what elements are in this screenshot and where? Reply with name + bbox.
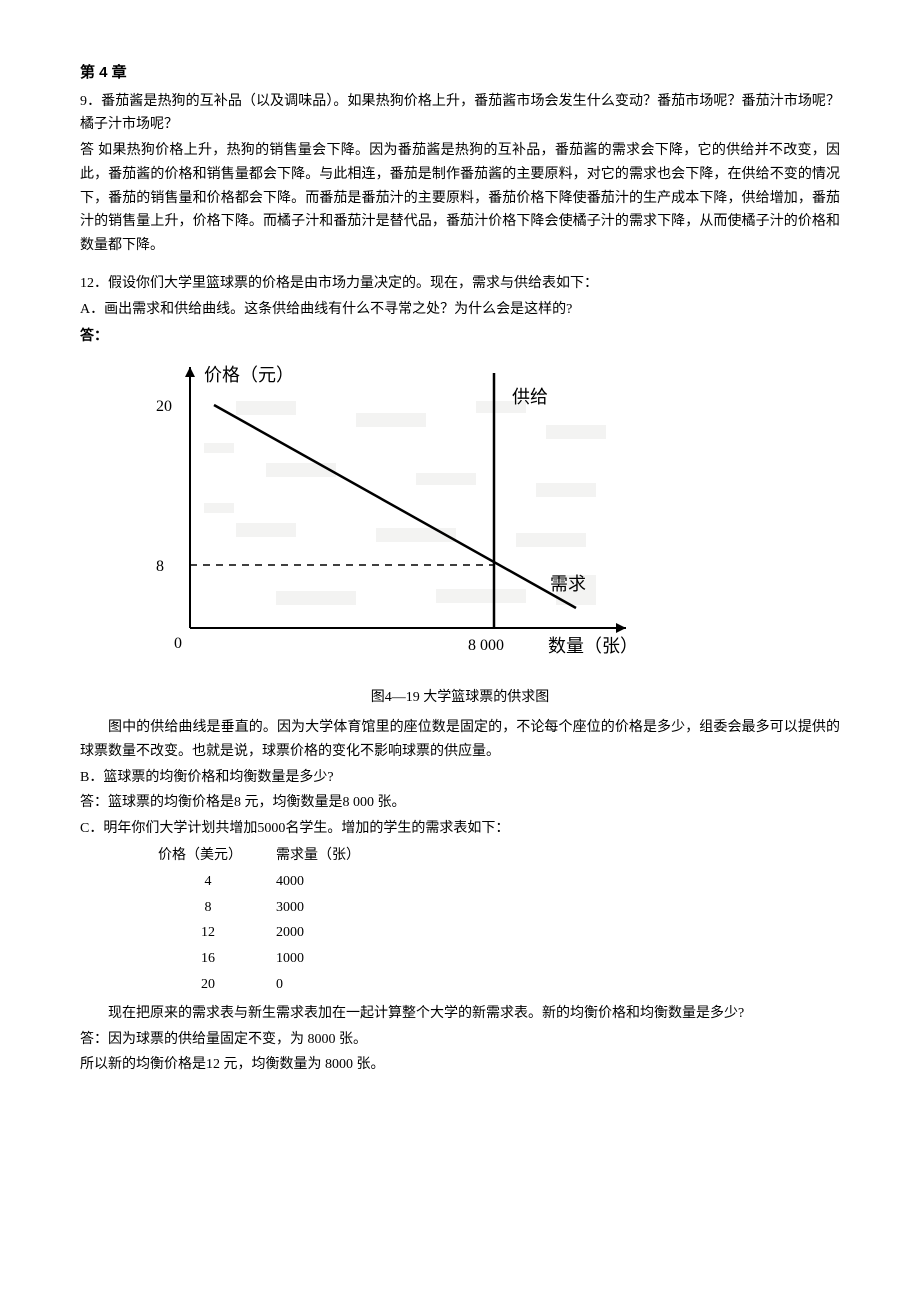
cell-price: 20 [158, 972, 276, 998]
q12-C-ans1-text: 因为球票的供给量固定不变，为 8000 张。 [108, 1032, 367, 1047]
svg-text:数量（张）: 数量（张） [548, 636, 636, 656]
table-row: 161000 [158, 946, 378, 972]
svg-text:0: 0 [174, 635, 182, 652]
q12-B-answer-text: 篮球票的均衡价格是8 元，均衡数量是8 000 张。 [108, 795, 406, 810]
chapter-title: 第 4 章 [80, 60, 840, 86]
q12-A-answer: 图中的供给曲线是垂直的。因为大学体育馆里的座位数是固定的，不论每个座位的价格是多… [80, 716, 840, 764]
q9-answer-text: 如果热狗价格上升，热狗的销售量会下降。因为番茄酱是热狗的互补品，番茄酱的需求会下… [80, 143, 840, 253]
supply-demand-chart: 价格（元） 数量（张） 供给需求 0 20 8 8 000 [116, 353, 636, 673]
q9-answer: 答 如果热狗价格上升，热狗的销售量会下降。因为番茄酱是热狗的互补品，番茄酱的需求… [80, 139, 840, 258]
svg-text:需求: 需求 [550, 574, 586, 594]
svg-text:价格（元）: 价格（元） [204, 365, 294, 385]
q12-intro-text: 假设你们大学里篮球票的价格是由市场力量决定的。现在，需求与供给表如下： [108, 276, 598, 291]
question-9: 9．番茄酱是热狗的互补品（以及调味品）。如果热狗价格上升，番茄酱市场会发生什么变… [80, 90, 840, 259]
svg-text:供给: 供给 [512, 387, 548, 407]
q12-intro: 12．假设你们大学里篮球票的价格是由市场力量决定的。现在，需求与供给表如下： [80, 272, 840, 296]
svg-text:8 000: 8 000 [468, 637, 504, 654]
q9-question: 9．番茄酱是热狗的互补品（以及调味品）。如果热狗价格上升，番茄酱市场会发生什么变… [80, 90, 840, 138]
table-row: 83000 [158, 895, 378, 921]
q12-B-label: B． [80, 770, 103, 785]
table-row: 44000 [158, 869, 378, 895]
q12-B-text: 篮球票的均衡价格和均衡数量是多少? [103, 770, 333, 785]
q12-C-label: C． [80, 821, 103, 836]
cell-qty: 4000 [276, 869, 378, 895]
table-row: 200 [158, 972, 378, 998]
q12-C-ans1: 答：因为球票的供给量固定不变，为 8000 张。 [80, 1028, 840, 1052]
cell-qty: 3000 [276, 895, 378, 921]
table-row: 122000 [158, 920, 378, 946]
cell-qty: 0 [276, 972, 378, 998]
q12-C-ans2: 所以新的均衡价格是12 元，均衡数量为 8000 张。 [80, 1053, 840, 1077]
col-price-header: 价格（美元） [158, 843, 276, 869]
col-qty-header: 需求量（张） [276, 843, 378, 869]
q12-A-text: 画出需求和供给曲线。这条供给曲线有什么不寻常之处？为什么会是这样的? [104, 302, 572, 317]
cell-qty: 1000 [276, 946, 378, 972]
q12-C-text: 明年你们大学计划共增加5000名学生。增加的学生的需求表如下： [103, 821, 509, 836]
cell-price: 8 [158, 895, 276, 921]
q9-num: 9． [80, 94, 101, 109]
q12-ans-label: 答： [80, 324, 840, 348]
figure-caption: 图4—19 大学篮球票的供求图 [80, 686, 840, 710]
q12-A: A．画出需求和供给曲线。这条供给曲线有什么不寻常之处？为什么会是这样的? [80, 298, 840, 322]
cell-price: 12 [158, 920, 276, 946]
cell-price: 4 [158, 869, 276, 895]
supply-demand-figure: 价格（元） 数量（张） 供给需求 0 20 8 8 000 [116, 353, 840, 682]
q12-num: 12． [80, 276, 108, 291]
svg-text:20: 20 [156, 398, 172, 415]
q12-B-answer: 答：篮球票的均衡价格是8 元，均衡数量是8 000 张。 [80, 791, 840, 815]
q12-C: C．明年你们大学计划共增加5000名学生。增加的学生的需求表如下： [80, 817, 840, 841]
demand-table: 价格（美元） 需求量（张） 4400083000122000161000200 [158, 843, 378, 998]
q12-C-body: 现在把原来的需求表与新生需求表加在一起计算整个大学的新需求表。新的均衡价格和均衡… [80, 1002, 840, 1026]
cell-qty: 2000 [276, 920, 378, 946]
q9-question-text: 番茄酱是热狗的互补品（以及调味品）。如果热狗价格上升，番茄酱市场会发生什么变动？… [80, 94, 840, 133]
svg-text:8: 8 [156, 558, 164, 575]
q9-ans-label: 答 [80, 143, 94, 158]
q12-B: B．篮球票的均衡价格和均衡数量是多少? [80, 766, 840, 790]
table-header-row: 价格（美元） 需求量（张） [158, 843, 378, 869]
q12-A-label: A． [80, 302, 104, 317]
cell-price: 16 [158, 946, 276, 972]
question-12: 12．假设你们大学里篮球票的价格是由市场力量决定的。现在，需求与供给表如下： A… [80, 272, 840, 1077]
